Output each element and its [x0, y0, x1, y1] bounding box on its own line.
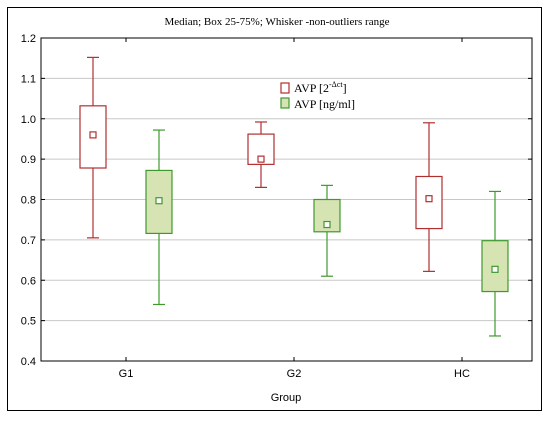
box-s0-g1 [79, 56, 107, 239]
legend-swatch-1 [280, 97, 290, 109]
median-marker [491, 265, 499, 273]
x-tick-label-g1: G1 [119, 368, 134, 380]
box-layer [79, 56, 509, 337]
median-marker [425, 195, 433, 203]
legend-label-0: AVP [2-Δct] [294, 80, 347, 95]
y-tick-label-1: 0.5 [21, 316, 36, 328]
y-tick-label-5: 0.9 [21, 154, 36, 166]
legend: AVP [2-Δct] AVP [ng/ml] [280, 80, 355, 111]
iqr-box [247, 133, 275, 165]
median-marker [323, 220, 331, 229]
box-s0-g2 [247, 121, 275, 188]
y-tick-label-2: 0.6 [21, 275, 36, 287]
median-marker [89, 131, 97, 139]
box-s1-g2 [313, 184, 341, 277]
x-tick-label-hc: HC [454, 368, 470, 380]
median-marker [155, 197, 163, 205]
boxplot-chart: Median; Box 25-75%; Whisker -non-outlier… [21, 16, 533, 404]
legend-label-1: AVP [ng/ml] [294, 97, 355, 111]
chart-title: Median; Box 25-75%; Whisker -non-outlier… [165, 16, 390, 28]
y-tick-label-0: 0.4 [21, 356, 36, 368]
y-tick-label-8: 1.2 [21, 33, 36, 45]
x-axis-ticks: G1 G2 HC [119, 38, 470, 380]
y-axis-ticks: 0.4 0.5 0.6 0.7 0.8 0.9 1.0 1.1 1.2 [21, 33, 532, 368]
legend-swatch-0 [280, 82, 290, 94]
box-s0-hc [415, 122, 443, 272]
x-axis-label: Group [271, 392, 302, 404]
grid-lines [41, 77, 532, 322]
median-marker [257, 155, 265, 163]
x-tick-label-g2: G2 [287, 368, 302, 380]
y-tick-label-4: 0.8 [21, 195, 36, 207]
y-tick-label-3: 0.7 [21, 235, 36, 247]
chart-frame: Median; Box 25-75%; Whisker -non-outlier… [7, 7, 542, 411]
y-tick-label-6: 1.0 [21, 114, 36, 126]
iqr-box [415, 175, 443, 230]
box-s1-hc [481, 190, 509, 337]
y-tick-label-7: 1.1 [21, 73, 36, 85]
box-s1-g1 [145, 129, 173, 306]
